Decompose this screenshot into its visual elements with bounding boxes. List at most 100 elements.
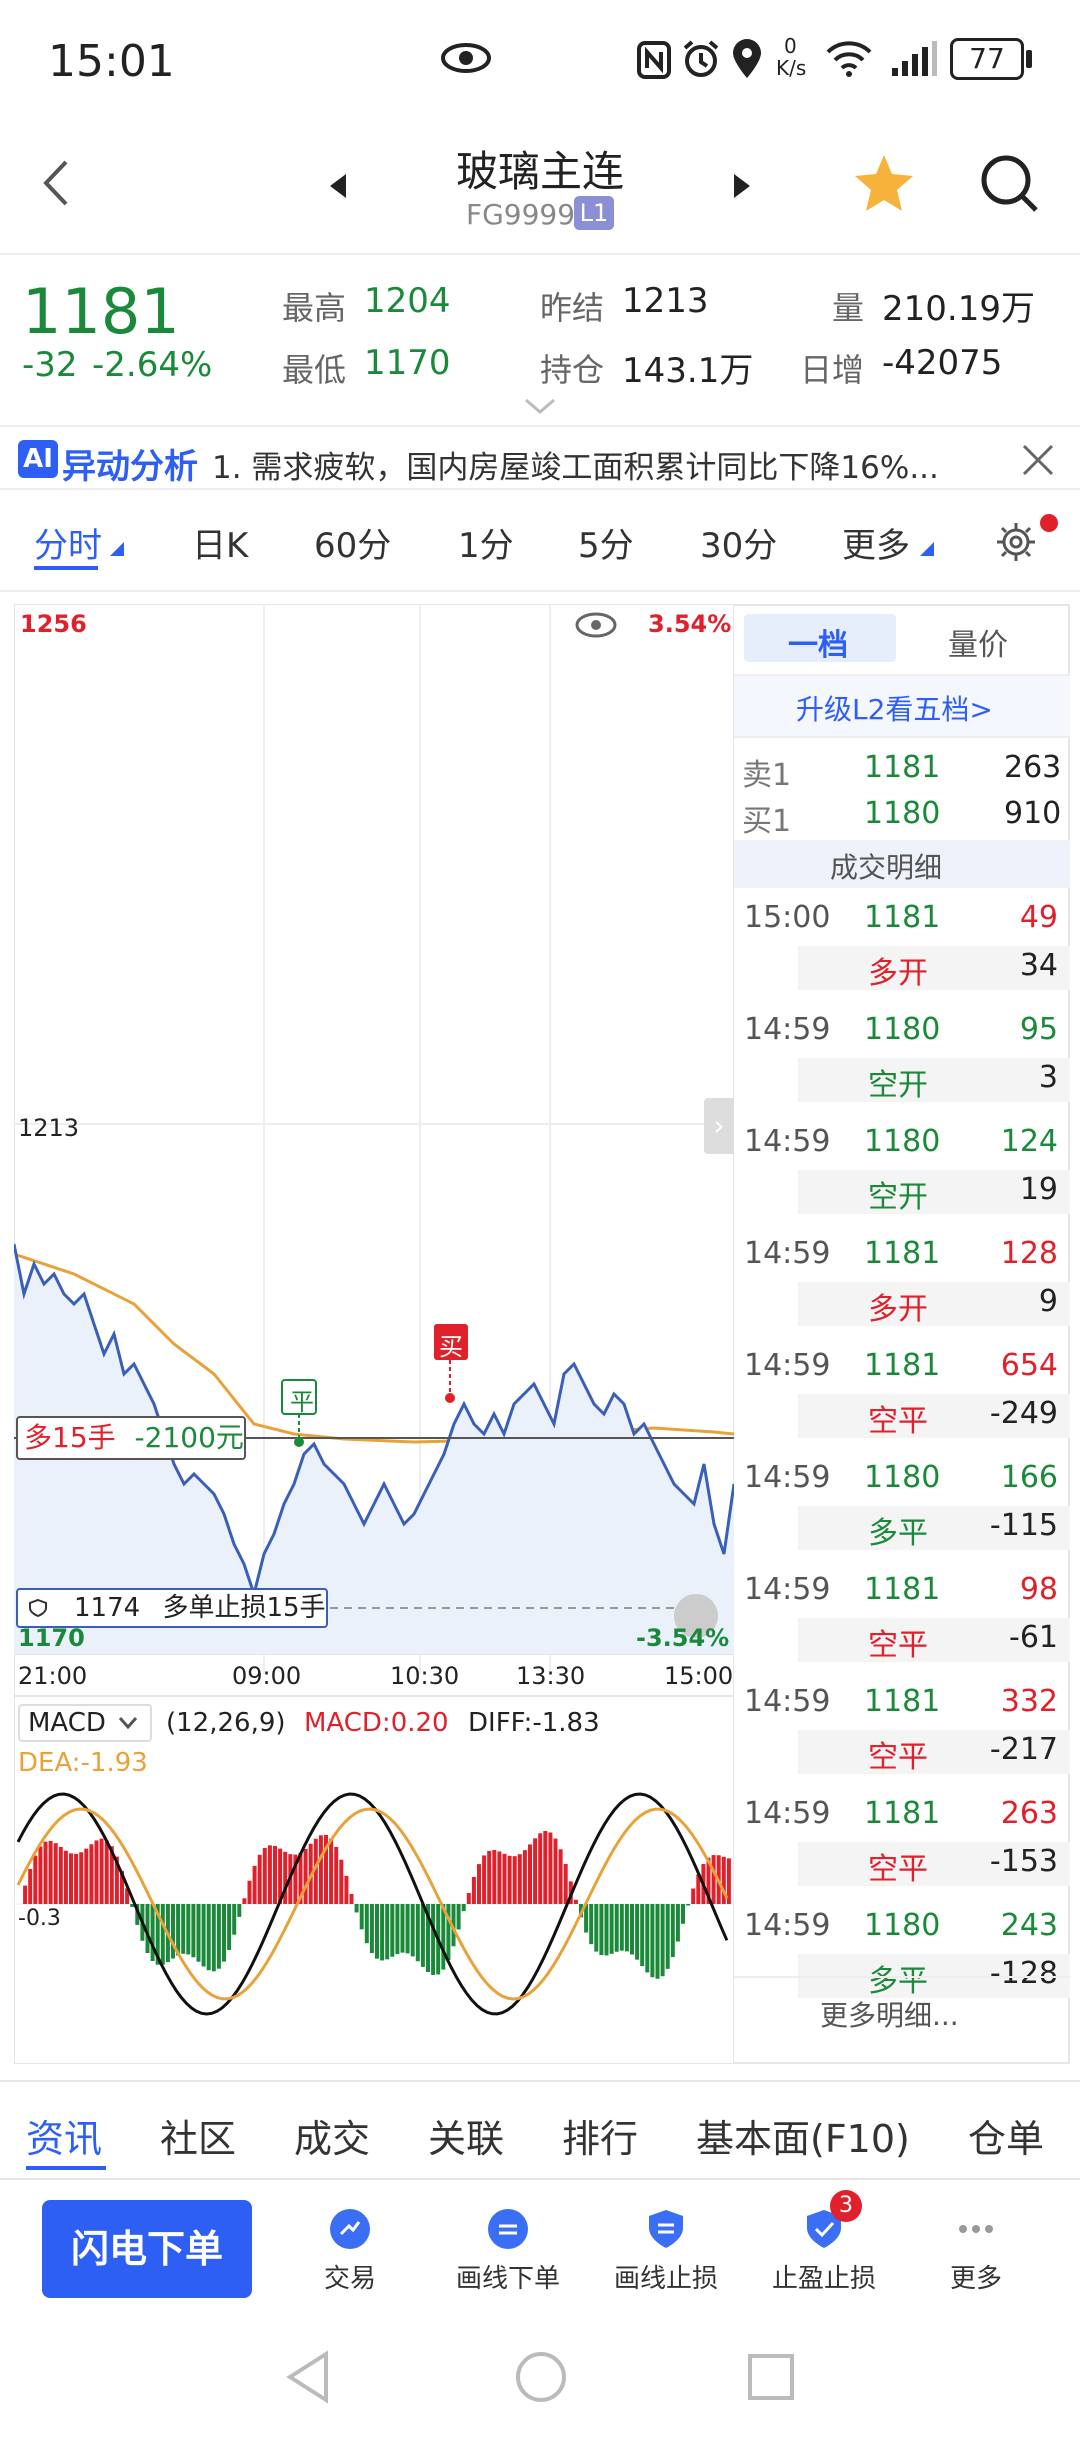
macd-bar xyxy=(48,1840,53,1904)
nav-home-icon[interactable] xyxy=(514,2350,568,2404)
expand-chevron-icon[interactable] xyxy=(524,397,556,415)
gear-icon[interactable] xyxy=(994,520,1038,564)
trade-time: 14:59 xyxy=(744,1908,831,1943)
tab-related[interactable]: 关联 xyxy=(428,2117,505,2161)
trade-time: 14:59 xyxy=(744,1348,831,1383)
nav-recents-icon[interactable] xyxy=(746,2352,796,2402)
tab-60min[interactable]: 60分 xyxy=(314,526,392,566)
macd-bar xyxy=(630,1904,634,1955)
tab-level1[interactable]: 一档 xyxy=(788,628,848,663)
tab-community[interactable]: 社区 xyxy=(160,2117,237,2161)
drag-handle-icon[interactable] xyxy=(674,1594,718,1638)
macd-bar xyxy=(354,1904,359,1913)
visibility-eye-icon[interactable] xyxy=(574,610,618,640)
trade-button[interactable]: 交易 xyxy=(270,2208,430,2295)
tab-fundamentals[interactable]: 基本面(F10) xyxy=(696,2117,910,2161)
status-time: 15:01 xyxy=(48,36,175,87)
macd-bar xyxy=(645,1904,650,1973)
trade-oi-change: -249 xyxy=(989,1396,1058,1431)
macd-bar xyxy=(196,1904,201,1962)
detail-header-bg xyxy=(734,840,1070,888)
macd-bar xyxy=(43,1841,48,1904)
macd-bar xyxy=(665,1904,670,1969)
tab-news[interactable]: 资讯 xyxy=(26,2117,103,2161)
macd-bar xyxy=(558,1849,563,1904)
star-icon[interactable] xyxy=(852,152,916,214)
close-icon[interactable] xyxy=(1020,442,1056,478)
draw-order-label: 画线下单 xyxy=(455,2264,560,2294)
tab-ranking[interactable]: 排行 xyxy=(562,2117,639,2161)
macd-bar xyxy=(369,1904,374,1954)
macd-bar xyxy=(222,1904,226,1962)
upgrade-l2-link[interactable]: 升级L2看五档> xyxy=(796,693,993,726)
trade-type-bg xyxy=(798,1282,1070,1326)
trade-icon xyxy=(330,2209,370,2249)
tab-intraday[interactable]: 分时 xyxy=(34,526,102,566)
tab-30min[interactable]: 30分 xyxy=(700,526,778,566)
flash-order-button[interactable]: 闪电下单 xyxy=(42,2200,252,2298)
macd-bar xyxy=(619,1904,624,1951)
draw-stop-button[interactable]: 画线止损 xyxy=(586,2208,746,2295)
trade-price: 1180 xyxy=(864,1012,941,1047)
more-actions-button[interactable]: 更多 xyxy=(896,2208,1056,2295)
macd-bar xyxy=(497,1851,502,1904)
intraday-dropdown-icon[interactable] xyxy=(110,542,124,556)
trade-row: 14:59 1181 128 多开 9 xyxy=(734,1230,1070,1330)
macd-bar xyxy=(339,1859,344,1904)
macd-bar xyxy=(293,1854,298,1904)
back-arrow-icon[interactable] xyxy=(40,158,70,208)
macd-bar xyxy=(273,1845,277,1904)
y-bottom-label: 1170 xyxy=(18,1624,85,1652)
diff-value: DIFF:-1.83 xyxy=(468,1708,600,1738)
expand-panel-handle[interactable]: › xyxy=(704,1098,734,1154)
macd-bar xyxy=(380,1904,385,1961)
x-label-1: 09:00 xyxy=(232,1662,302,1690)
position-tag[interactable]: 多15手 -2100元 xyxy=(16,1416,246,1460)
macd-selector[interactable]: MACD xyxy=(18,1704,152,1742)
quote-summary: 1181 -32 -2.64% 最高 1204 最低 1170 昨结 1213 … xyxy=(0,257,1080,427)
shield-icon xyxy=(649,2210,683,2248)
battery-tip xyxy=(1026,50,1032,68)
position-label: 多15手 xyxy=(24,1421,116,1454)
battery-level: 77 xyxy=(969,42,1005,75)
trade-time: 15:00 xyxy=(744,900,831,935)
trade-time: 14:59 xyxy=(744,1572,831,1607)
nav-back-icon[interactable] xyxy=(284,2350,330,2404)
chart-canvas[interactable] xyxy=(14,604,734,2064)
tab-warehouse-receipt[interactable]: 仓单 xyxy=(968,2117,1045,2161)
trade-row: 14:59 1181 263 空平 -153 xyxy=(734,1790,1070,1890)
search-icon[interactable] xyxy=(978,152,1042,216)
draw-order-button[interactable]: 画线下单 xyxy=(428,2208,588,2295)
ai-analysis-bar[interactable]: AI 异动分析 1. 需求疲软，国内房屋竣工面积累计同比下降16%... xyxy=(0,430,1080,490)
macd-chevron-down-icon[interactable] xyxy=(118,1716,138,1730)
tp-sl-button[interactable]: 止盈止损 xyxy=(744,2208,904,2295)
prev-contract-icon[interactable] xyxy=(328,172,348,200)
tab-level1-bg xyxy=(744,614,896,662)
trade-time: 14:59 xyxy=(744,1460,831,1495)
macd-bar xyxy=(53,1843,58,1904)
more-dropdown-icon[interactable] xyxy=(920,542,934,556)
buy-marker-label: 买 xyxy=(439,1333,463,1361)
tab-1min[interactable]: 1分 xyxy=(458,526,514,566)
open-interest-value: 143.1万 xyxy=(622,351,754,391)
tab-5min[interactable]: 5分 xyxy=(578,526,634,566)
trade-type-bg xyxy=(798,1394,1070,1438)
tab-more[interactable]: 更多 xyxy=(842,526,910,566)
action-bar: 闪电下单 交易 画线下单 画线止损 止盈止损 3 更多 xyxy=(0,2182,1080,2312)
stop-loss-tag[interactable]: 1174 多单止损15手 xyxy=(16,1588,328,1628)
system-nav-bar xyxy=(0,2320,1080,2440)
tab-price-volume[interactable]: 量价 xyxy=(948,628,1008,663)
macd-bar xyxy=(573,1899,578,1904)
macd-bar xyxy=(109,1846,114,1904)
price-area xyxy=(14,1244,734,1654)
tab-daily-k[interactable]: 日K xyxy=(192,526,249,566)
draw-stop-label: 画线止损 xyxy=(613,2264,718,2294)
next-contract-icon[interactable] xyxy=(732,172,752,200)
macd-bar xyxy=(594,1904,599,1952)
more-details-link[interactable]: 更多明细... xyxy=(820,1999,959,2032)
location-icon xyxy=(733,39,761,78)
macd-bar xyxy=(267,1845,272,1904)
intraday-chart[interactable]: 1256 3.54% 1213 › 多15手 -2100元 平 买 1174 多… xyxy=(14,604,734,2064)
macd-bar xyxy=(400,1904,405,1953)
tab-trades[interactable]: 成交 xyxy=(294,2117,371,2161)
